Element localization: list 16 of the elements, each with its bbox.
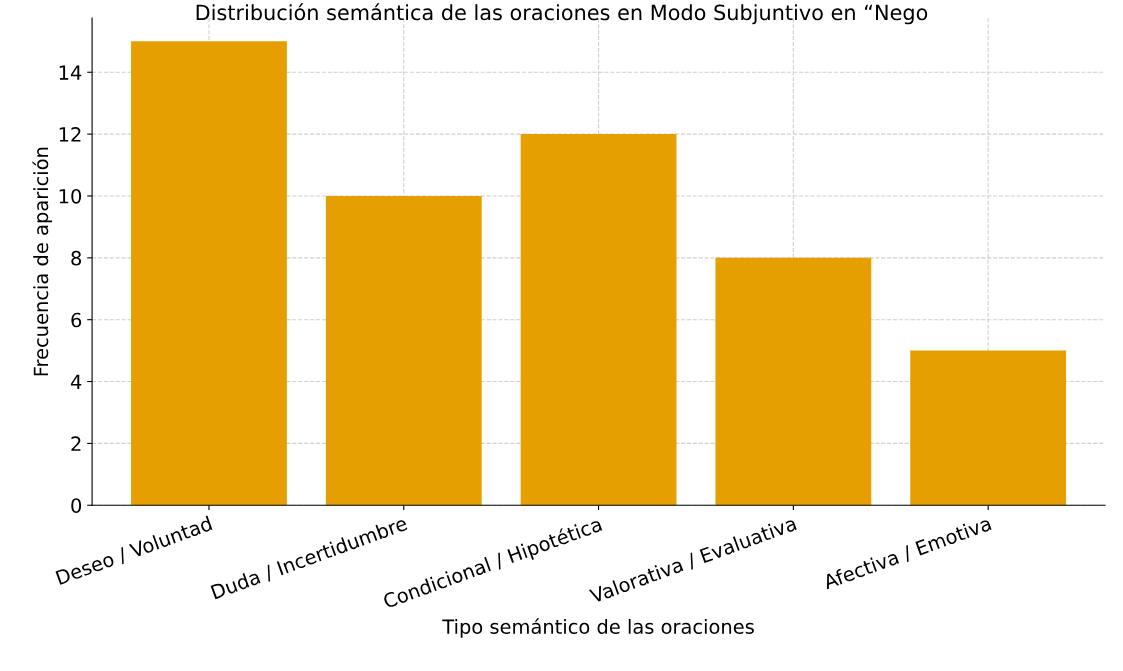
bar	[715, 257, 872, 506]
x-axis-title: Tipo semántico de las oraciones	[442, 618, 754, 638]
y-tick-label: 4	[70, 374, 82, 389]
bar	[910, 350, 1067, 506]
bar	[131, 41, 287, 506]
y-tick-label: 14	[59, 65, 82, 80]
y-tick-label: 12	[59, 127, 81, 142]
y-tick-label: 8	[71, 250, 82, 266]
y-tick-label: 2	[71, 436, 81, 451]
bar	[520, 134, 677, 506]
y-tick-label: 0	[71, 498, 82, 513]
y-axis-title: Frecuencia de aparición	[32, 147, 53, 376]
bar	[325, 195, 482, 506]
chart-title: Distribución semántica de las oraciones en Modo Subjuntivo en “Nego	[196, 3, 928, 25]
y-tick-label: 6	[71, 312, 82, 328]
y-tick-label: 10	[59, 188, 82, 204]
